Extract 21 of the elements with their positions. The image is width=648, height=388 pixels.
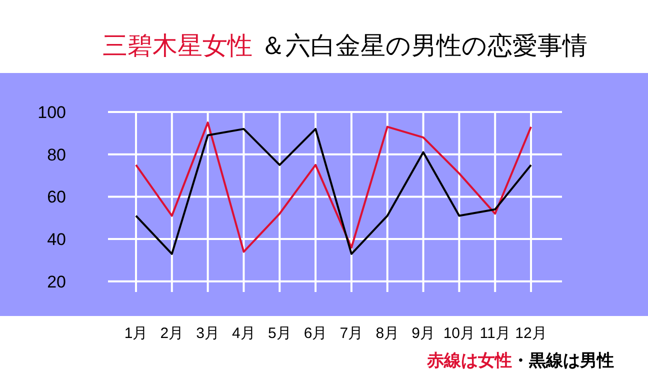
y-tick-label: 60 xyxy=(47,188,66,207)
x-tick-label: 11月 xyxy=(480,325,510,342)
x-tick-label: 7月 xyxy=(340,325,364,342)
text: 赤線は女性 xyxy=(426,351,512,370)
x-tick-label: 3月 xyxy=(196,325,220,342)
x-tick-label: 9月 xyxy=(412,325,435,342)
y-tick-label: 80 xyxy=(47,145,66,164)
x-tick-label: 10月 xyxy=(443,325,476,342)
y-tick-label: 20 xyxy=(47,272,66,292)
x-tick-label: 5月 xyxy=(268,325,292,342)
chart-subtitle: ＆六白金星の男性の恋愛事情 xyxy=(260,31,588,60)
x-tick-label: 2月 xyxy=(160,325,184,342)
x-tick-label: 6月 xyxy=(304,325,328,342)
chart-title: 三碧木星女性 xyxy=(102,31,252,60)
y-tick-label: 100 xyxy=(38,103,66,122)
x-tick-label: 1月 xyxy=(124,325,148,342)
x-tick-label: 12月 xyxy=(515,325,547,342)
y-tick-label: 40 xyxy=(47,230,66,250)
x-tick-label: 8月 xyxy=(376,325,400,342)
x-tick-label: 4月 xyxy=(232,325,256,342)
text: ・黒線は男性 xyxy=(512,351,614,370)
